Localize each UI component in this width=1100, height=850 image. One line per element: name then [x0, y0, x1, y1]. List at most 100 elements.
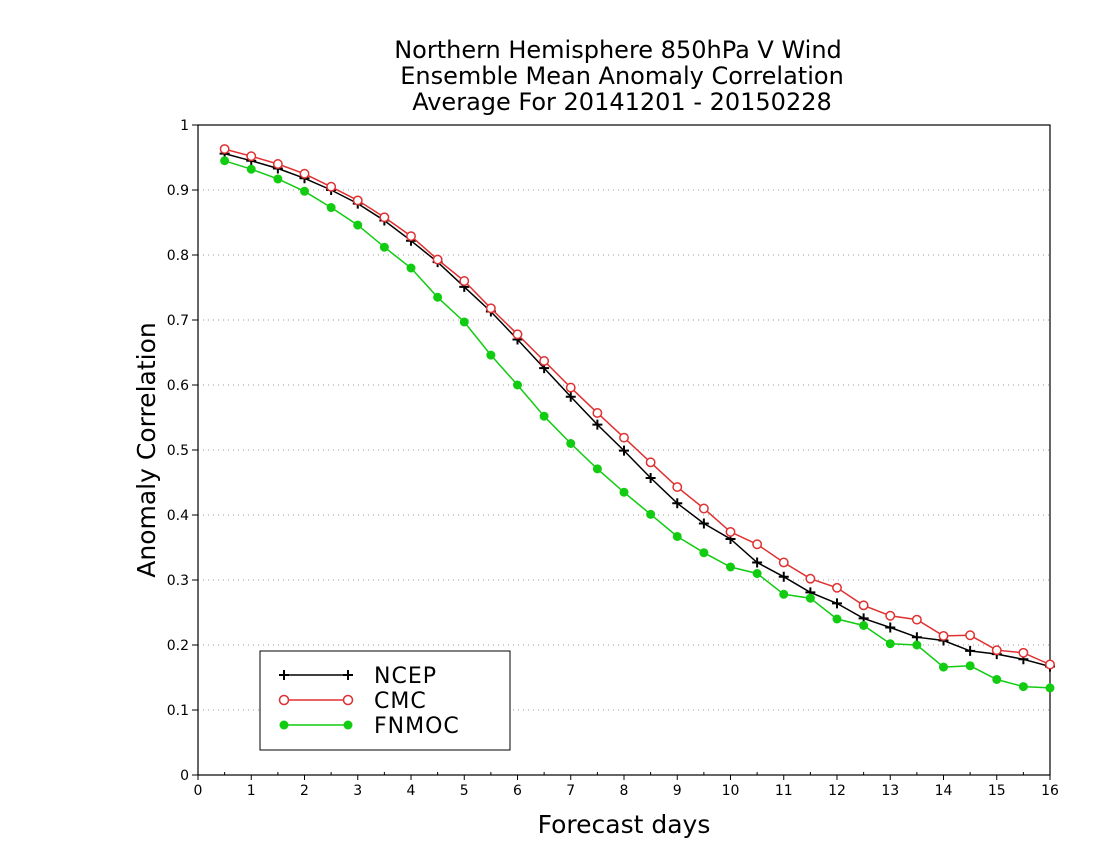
- data-point-fnmoc: [353, 220, 363, 230]
- x-tick-label: 8: [620, 783, 629, 799]
- series: [219, 144, 1055, 693]
- y-tick-label: 0.3: [167, 573, 189, 589]
- data-point-fnmoc: [939, 662, 948, 672]
- data-point-fnmoc: [300, 186, 309, 196]
- data-point-cmc: [565, 382, 576, 393]
- data-point-cmc: [406, 231, 416, 242]
- legend-label-ncep: NCEP: [374, 664, 437, 689]
- data-point-fnmoc: [486, 350, 496, 360]
- data-point-fnmoc: [992, 674, 1002, 684]
- legend-item-fnmoc: FNMOC: [279, 714, 460, 739]
- legend-item-ncep: NCEP: [279, 664, 437, 689]
- series-fnmoc: [220, 156, 1055, 693]
- data-point-cmc: [459, 276, 470, 286]
- data-point-fnmoc: [326, 203, 336, 213]
- x-tick-label: 12: [828, 783, 846, 799]
- data-point-ncep: [885, 622, 896, 633]
- y-tick-label: 0.1: [167, 703, 189, 719]
- data-point-fnmoc: [699, 548, 709, 558]
- data-point-cmc: [1045, 659, 1055, 670]
- x-tick-label: 7: [566, 783, 575, 799]
- data-point-fnmoc: [273, 174, 283, 184]
- legend: NCEP CMC FNMOC: [259, 650, 511, 751]
- data-point-fnmoc: [433, 292, 443, 302]
- data-point-cmc: [539, 356, 550, 366]
- x-tick-label: 11: [775, 783, 793, 799]
- x-tick-label: 3: [353, 783, 362, 799]
- y-tick-label: 0.9: [167, 183, 189, 199]
- data-point-cmc: [326, 181, 337, 192]
- data-point-fnmoc: [406, 263, 416, 273]
- x-tick-label: 9: [673, 783, 682, 799]
- data-point-ncep: [565, 391, 576, 402]
- data-point-ncep: [965, 645, 976, 656]
- data-point-ncep: [592, 419, 603, 430]
- data-point-ncep: [778, 571, 789, 582]
- data-point-cmc: [645, 457, 656, 468]
- x-tick-label: 16: [1041, 783, 1059, 799]
- data-point-cmc: [832, 582, 842, 593]
- x-tick-label: 14: [935, 783, 953, 799]
- data-point-fnmoc: [726, 562, 735, 572]
- data-point-fnmoc: [1018, 682, 1028, 692]
- data-point-cmc: [299, 168, 310, 179]
- y-tick-label: 0.4: [167, 508, 189, 524]
- legend-item-cmc: CMC: [278, 689, 427, 714]
- data-point-ncep: [752, 557, 763, 568]
- x-tick-label: 2: [300, 783, 309, 799]
- series-cmc: [219, 144, 1055, 670]
- data-point-cmc: [965, 630, 976, 641]
- x-tick-label: 1: [247, 783, 256, 799]
- legend-marker-cmc-left: [278, 694, 290, 706]
- data-point-cmc: [725, 526, 736, 537]
- axes: 00.10.20.30.40.50.60.70.80.910 1 2 3 4 5 6 7 8 9 1…: [167, 118, 1059, 799]
- data-point-fnmoc: [379, 242, 389, 252]
- data-point-fnmoc: [779, 589, 789, 599]
- data-point-fnmoc: [832, 614, 842, 624]
- legend-label-cmc: CMC: [374, 689, 427, 714]
- legend-label-fnmoc: FNMOC: [374, 714, 460, 739]
- data-point-ncep: [645, 472, 656, 483]
- title-line-1: Northern Hemisphere 850hPa V Wind: [394, 36, 842, 64]
- data-point-fnmoc: [566, 439, 576, 448]
- data-point-fnmoc: [220, 156, 230, 166]
- data-point-cmc: [592, 408, 603, 418]
- legend-marker-cmc-right: [342, 694, 354, 706]
- data-point-fnmoc: [885, 639, 895, 649]
- legend-marker-fnmoc-right: [343, 720, 353, 730]
- y-axis-label: Anomaly Correlation: [132, 322, 161, 577]
- x-tick-label: 4: [407, 783, 416, 799]
- series-line-cmc: [224, 148, 1051, 666]
- data-point-fnmoc: [1045, 683, 1055, 693]
- x-tick-label: 5: [460, 783, 469, 799]
- data-point-cmc: [778, 557, 789, 568]
- data-point-fnmoc: [246, 164, 256, 174]
- data-point-cmc: [379, 212, 390, 223]
- y-tick-label: 0.6: [167, 378, 189, 394]
- data-point-fnmoc: [672, 531, 682, 541]
- y-tick-label: 0.5: [167, 443, 189, 459]
- data-point-ncep: [698, 518, 709, 529]
- data-point-cmc: [885, 610, 896, 621]
- data-point-cmc: [858, 600, 869, 611]
- data-point-cmc: [246, 151, 257, 162]
- data-point-fnmoc: [592, 464, 602, 474]
- data-point-fnmoc: [646, 509, 656, 519]
- data-point-cmc: [272, 159, 283, 169]
- data-point-cmc: [1018, 647, 1029, 658]
- data-point-fnmoc: [513, 380, 522, 390]
- data-point-fnmoc: [539, 411, 549, 421]
- x-tick-label: 13: [881, 783, 899, 799]
- y-tick-label: 0.7: [167, 313, 189, 329]
- legend-marker-fnmoc-left: [279, 720, 289, 730]
- y-tick-label: 0.2: [167, 638, 189, 654]
- y-tick-label: 0.8: [167, 248, 189, 264]
- series-line-fnmoc: [224, 160, 1051, 689]
- data-point-fnmoc: [912, 640, 922, 650]
- title-line-3: Average For 20141201 - 20150228: [412, 88, 832, 116]
- data-point-ncep: [672, 498, 683, 509]
- data-point-cmc: [752, 539, 763, 550]
- data-point-ncep: [619, 445, 629, 456]
- x-axis-label: Forecast days: [538, 810, 711, 839]
